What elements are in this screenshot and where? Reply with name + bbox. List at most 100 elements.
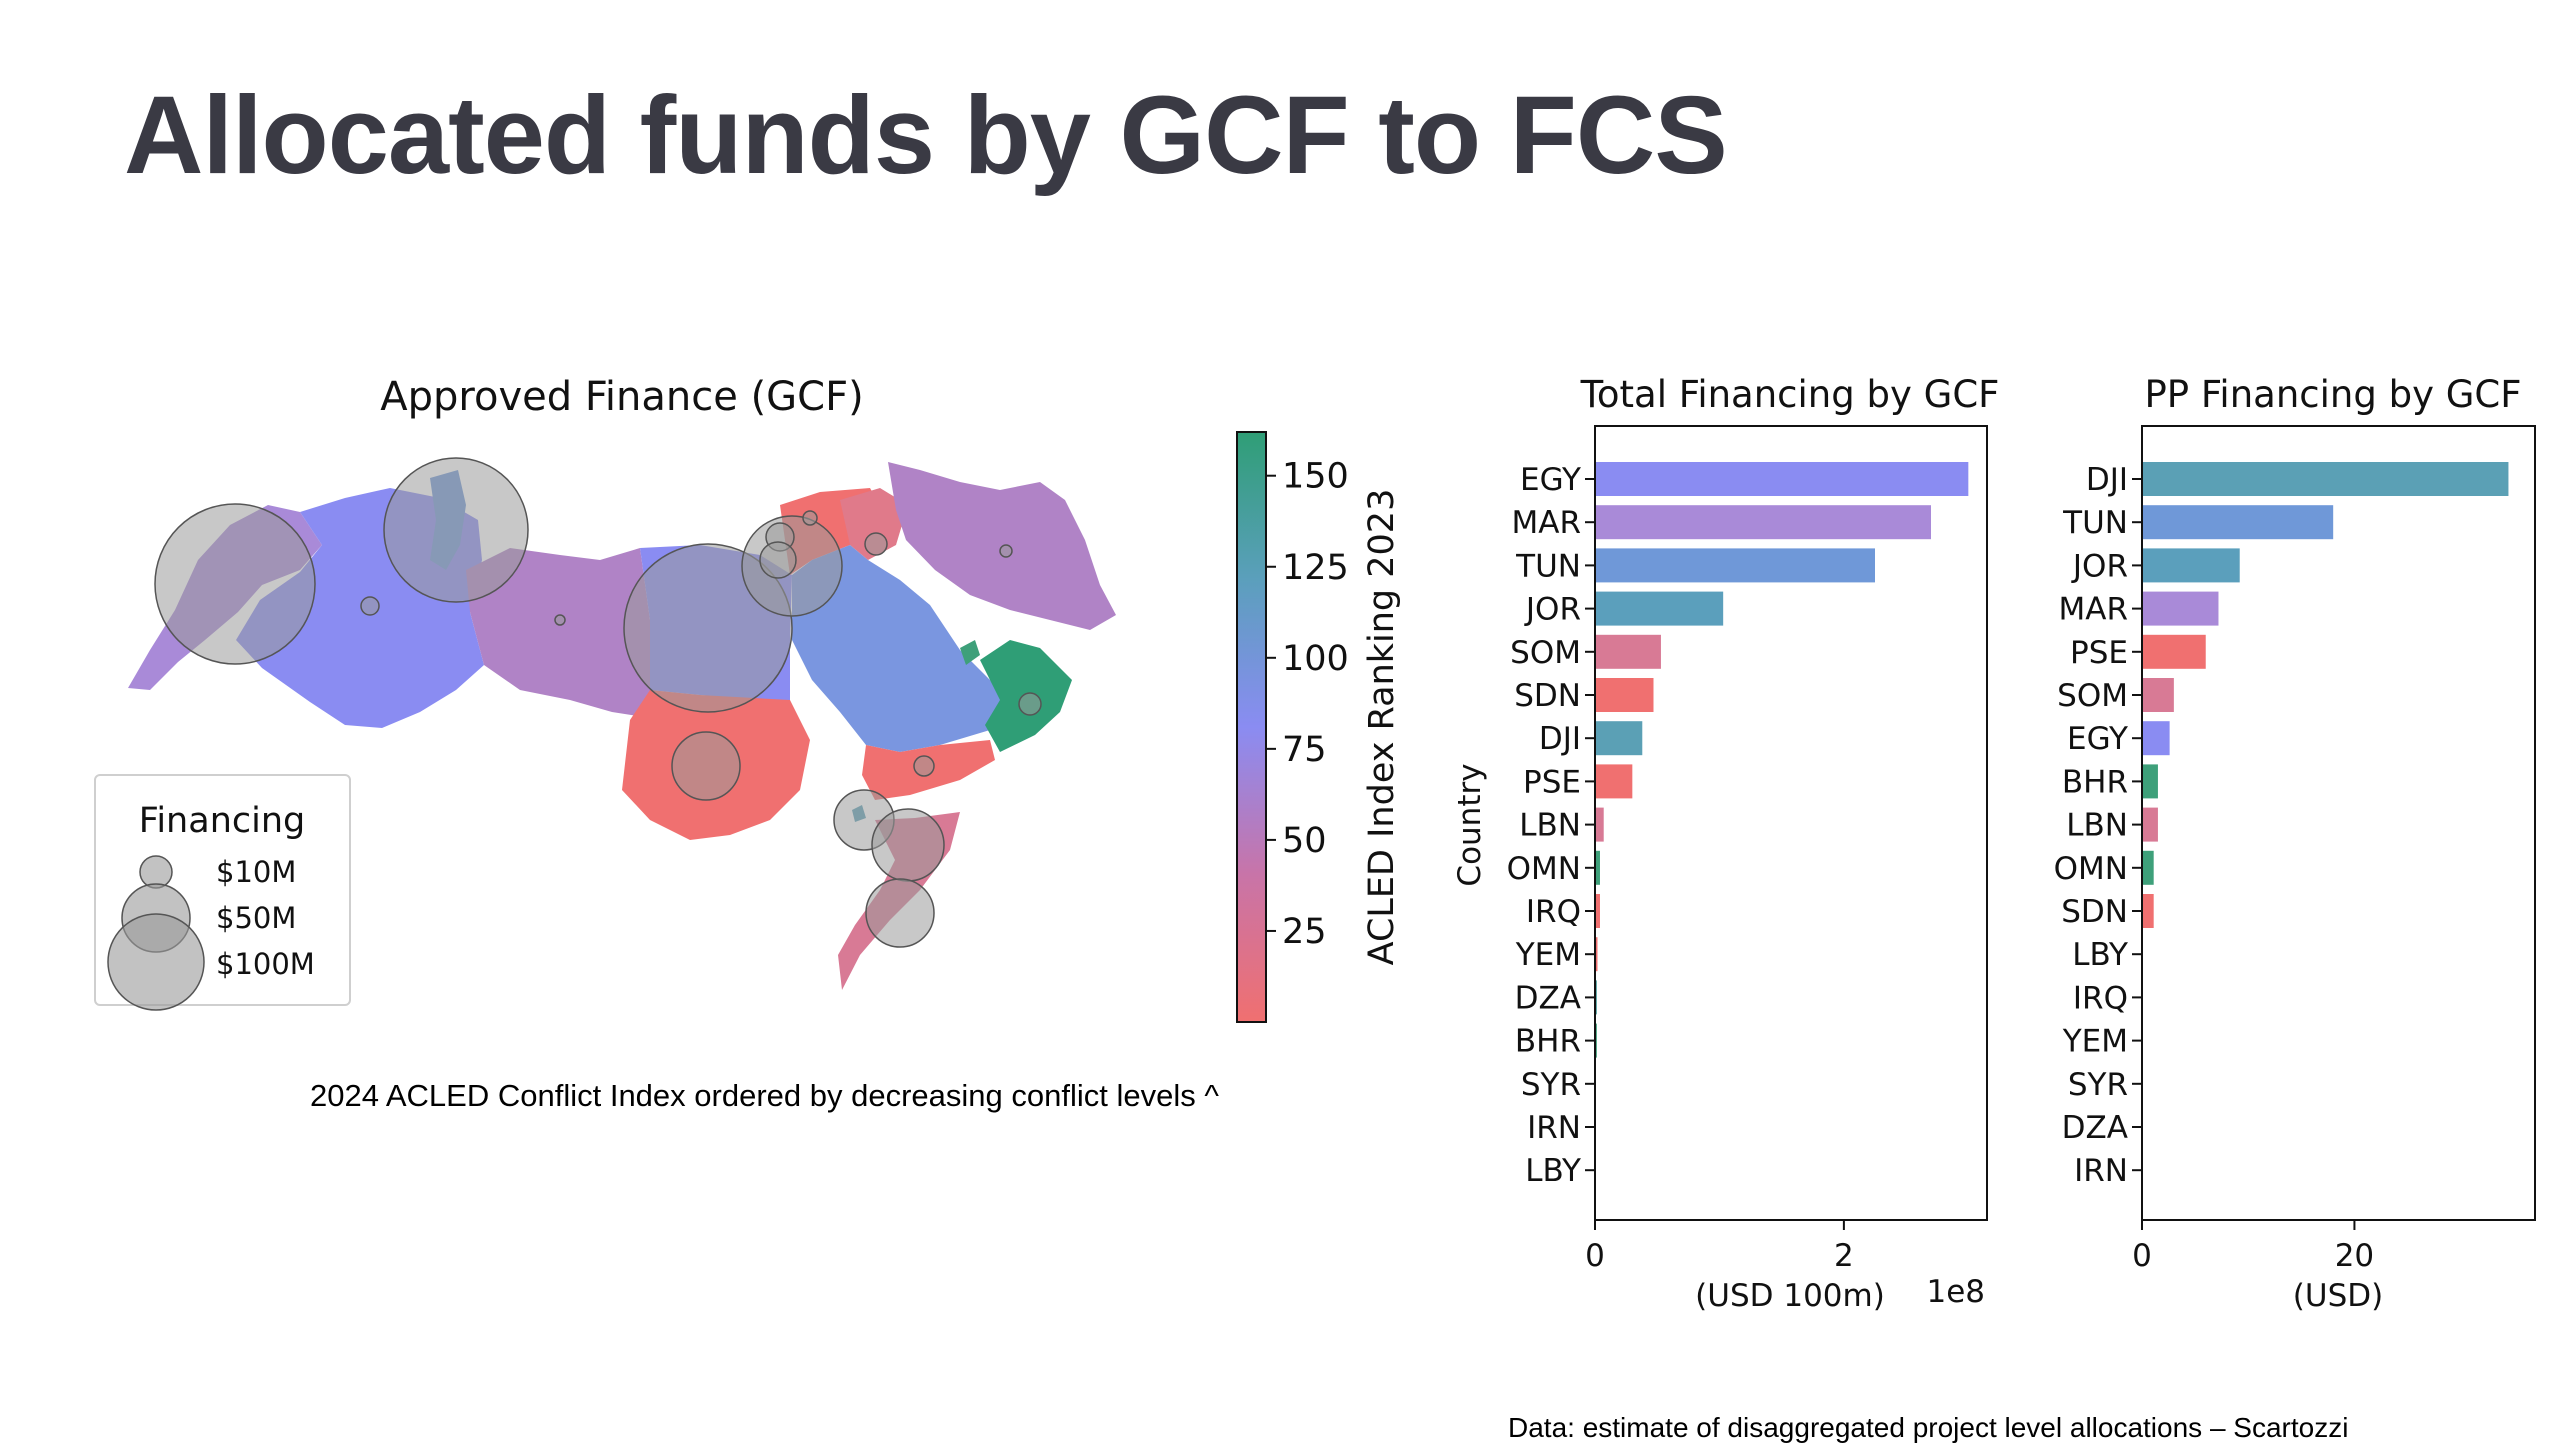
- ytick-label-sdn: SDN: [1514, 678, 1581, 714]
- bar-dji: [2142, 462, 2509, 496]
- bubble-iraq: [864, 532, 888, 556]
- chart2-title: PP Financing by GCF: [2144, 373, 2521, 416]
- bar-pse: [1595, 764, 1633, 799]
- bar-yem: [1595, 937, 1598, 972]
- bubble-iran: [999, 544, 1013, 558]
- bubble-syria: [802, 510, 818, 526]
- bar-lbn: [2142, 807, 2158, 842]
- slide-title: Allocated funds by GCF to FCS: [124, 74, 1728, 197]
- legend-marker-10m: [139, 855, 173, 889]
- ytick-label-bhr: BHR: [2062, 764, 2128, 800]
- ytick-label-omn: OMN: [2054, 851, 2128, 887]
- ytick-label-omn: OMN: [1507, 851, 1581, 887]
- region-libya: [466, 548, 650, 718]
- ytick-label-som: SOM: [1510, 635, 1581, 671]
- ytick-label-bhr: BHR: [1515, 1024, 1581, 1060]
- chart1-frame: [1594, 425, 1988, 1221]
- chart2-bars: DJI TUN JOR MAR PSE SOM EGY BHR LBN OMN SDN LBY IRQ Y…: [2054, 462, 2509, 1189]
- ytick-label-irn: IRN: [2074, 1153, 2128, 1189]
- chart2-frame: [2141, 425, 2536, 1221]
- bar-jor: [1595, 591, 1724, 626]
- ytick-label-irq: IRQ: [2073, 980, 2128, 1016]
- ytick-label-dji: DJI: [2086, 462, 2128, 498]
- bubble-libya: [554, 614, 566, 626]
- bubble-morocco: [154, 503, 316, 665]
- ytick-label-tun: TUN: [1515, 548, 1581, 584]
- ytick-label-lby: LBY: [1525, 1153, 1581, 1189]
- chart2-xticks: 0 20: [2132, 1220, 2374, 1274]
- ytick-label-pse: PSE: [2070, 635, 2128, 671]
- region-arabia: [792, 545, 1020, 752]
- ytick-label-syr: SYR: [2068, 1067, 2128, 1103]
- legend-label-10m: $10M: [216, 855, 296, 889]
- ytick-label-syr: SYR: [1521, 1067, 1581, 1103]
- bar-dji: [1595, 721, 1643, 756]
- ytick-label-som: SOM: [2057, 678, 2128, 714]
- legend-title: Financing: [139, 801, 306, 841]
- bar-omn: [2142, 850, 2154, 885]
- bubble-tunisia: [383, 457, 529, 603]
- bubble-algeria: [360, 596, 380, 616]
- ytick-label-irq: IRQ: [1526, 894, 1581, 930]
- bar-egy: [1595, 462, 1969, 496]
- ytick-label-dza: DZA: [2062, 1110, 2128, 1146]
- ytick-label-yem: YEM: [2062, 1024, 2128, 1060]
- bar-som: [1595, 634, 1661, 669]
- bubble-oman: [1018, 692, 1042, 716]
- ytick-label-mar: MAR: [1512, 505, 1582, 541]
- bar-som: [2142, 678, 2174, 712]
- colorbar-tick-label-25: 25: [1282, 912, 1327, 952]
- bar-pse: [2142, 634, 2206, 669]
- map-caption: 2024 ACLED Conflict Index ordered by dec…: [310, 1078, 1219, 1113]
- colorbar-ticks: 25 50 75 100 125 150: [1266, 457, 1349, 952]
- colorbar-tick-label-50: 50: [1282, 821, 1327, 861]
- colorbar-gradient: [1236, 431, 1267, 1023]
- bubble-sudan: [671, 731, 741, 801]
- ytick-label-dji: DJI: [1539, 721, 1581, 757]
- ytick-label-jor: JOR: [1524, 592, 1581, 628]
- legend-label-100m: $100M: [216, 947, 315, 981]
- chart2-xlabel: (USD): [2293, 1278, 2383, 1314]
- xtick-label-2: 2: [1834, 1238, 1854, 1274]
- colorbar-tick-label-125: 125: [1282, 548, 1349, 588]
- bubble-palestine: [759, 541, 797, 579]
- bar-mar: [2142, 591, 2219, 626]
- ytick-label-mar: MAR: [2059, 592, 2129, 628]
- chart1-x-multiplier: 1e8: [1926, 1274, 1985, 1310]
- financing-legend: Financing $10M $50M $100M: [94, 774, 351, 1011]
- legend-marker-100m: [107, 913, 205, 1011]
- bar-tun: [2142, 505, 2334, 540]
- total-financing-chart: Total Financing by GCF EGY MAR TUN JOR SOM SD…: [1452, 373, 1999, 1314]
- region-uae: [960, 640, 980, 665]
- ytick-label-yem: YEM: [1515, 937, 1581, 973]
- bar-mar: [1595, 505, 1931, 540]
- ytick-label-irn: IRN: [1527, 1110, 1581, 1146]
- xtick-label-0: 0: [2132, 1238, 2152, 1274]
- colorbar-tick-label-150: 150: [1282, 457, 1349, 497]
- bubble-somalia-north: [871, 808, 945, 882]
- ytick-label-pse: PSE: [1523, 764, 1581, 800]
- legend-label-50m: $50M: [216, 901, 296, 935]
- ytick-label-egy: EGY: [1520, 462, 1581, 498]
- ytick-label-lbn: LBN: [2066, 808, 2128, 844]
- chart1-ylabel: Country: [1452, 763, 1488, 886]
- ytick-label-tun: TUN: [2062, 505, 2128, 541]
- bubble-yemen: [913, 755, 935, 777]
- bar-omn: [1595, 850, 1600, 885]
- xtick-label-0: 0: [1585, 1238, 1605, 1274]
- finance-bubbles: [154, 457, 1042, 948]
- xtick-label-20: 20: [2335, 1238, 2374, 1274]
- ytick-label-sdn: SDN: [2061, 894, 2128, 930]
- ytick-label-lby: LBY: [2072, 937, 2128, 973]
- bar-egy: [2142, 721, 2170, 756]
- colorbar: 25 50 75 100 125 150 ACLED Index Ranking 2023: [1236, 431, 1402, 1023]
- bar-tun: [1595, 548, 1875, 583]
- bar-lbn: [1595, 807, 1604, 842]
- bubble-somalia-south: [865, 878, 935, 948]
- colorbar-tick-label-100: 100: [1282, 639, 1349, 679]
- ytick-label-lbn: LBN: [1519, 808, 1581, 844]
- colorbar-tick-label-75: 75: [1282, 730, 1327, 770]
- ytick-label-dza: DZA: [1515, 980, 1581, 1016]
